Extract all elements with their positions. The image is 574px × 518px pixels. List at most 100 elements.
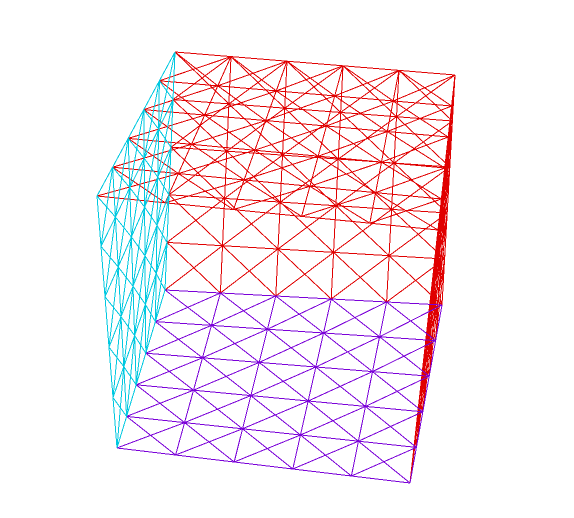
- top-face-diagonal: [204, 114, 256, 151]
- back-face-grid-line: [172, 99, 453, 122]
- back-face-diagonal: [228, 60, 288, 105]
- top-face-diagonal: [112, 143, 192, 168]
- left-face-grid-line: [116, 289, 166, 449]
- bottom-face-diagonal: [379, 304, 443, 338]
- back-face-grid-line: [330, 65, 344, 300]
- bottom-face-grid-line: [126, 415, 417, 448]
- left-face-grid-line: [143, 109, 147, 354]
- bottom-face-diagonal: [292, 440, 359, 470]
- top-face-diagonal: [191, 120, 266, 145]
- top-face-diagonal: [254, 149, 311, 187]
- left-face-diagonal: [156, 225, 168, 243]
- top-face-grid-line: [301, 65, 344, 217]
- bottom-face-grid-line: [136, 384, 423, 413]
- back-face-grid-line: [166, 241, 445, 260]
- bottom-face-diagonal: [365, 406, 417, 448]
- back-face-diagonal: [164, 245, 223, 291]
- top-face-grid-line: [232, 61, 288, 210]
- top-face-diagonal: [375, 167, 445, 194]
- top-face-diagonal: [191, 143, 245, 181]
- back-face-diagonal: [277, 205, 337, 250]
- bottom-face-grid-line: [292, 298, 332, 470]
- bottom-face-diagonal: [379, 336, 430, 377]
- back-face-diagonal: [166, 198, 225, 243]
- bottom-face-diagonal: [175, 428, 243, 456]
- left-face-diagonal: [123, 366, 137, 386]
- top-face-diagonal: [243, 155, 319, 181]
- right-face-diagonal: [444, 199, 448, 214]
- right-face-diagonal: [430, 280, 433, 299]
- back-face-diagonal: [282, 111, 341, 156]
- bottom-face-grid-line: [350, 301, 388, 477]
- top-face-grid-line: [159, 80, 452, 107]
- top-face-diagonal: [326, 100, 394, 127]
- top-face-diagonal: [387, 105, 452, 132]
- top-face-diagonal: [342, 65, 394, 102]
- left-face-grid-line: [108, 194, 170, 348]
- bottom-face-diagonal: [184, 395, 251, 424]
- back-face-diagonal: [275, 252, 334, 297]
- top-face-diagonal: [334, 95, 388, 132]
- bottom-face-diagonal: [300, 434, 352, 477]
- left-face-diagonal: [100, 246, 119, 268]
- left-face-diagonal: [144, 304, 156, 322]
- left-face-diagonal: [120, 316, 136, 336]
- bottom-face-diagonal: [300, 405, 366, 436]
- bottom-face-grid-line: [409, 304, 443, 484]
- bottom-face-diagonal: [155, 292, 221, 323]
- left-face-diagonal: [115, 216, 132, 238]
- back-face-diagonal: [340, 69, 400, 113]
- top-face-diagonal: [317, 155, 376, 194]
- left-face-diagonal: [158, 128, 172, 148]
- top-face-diagonal: [309, 185, 371, 224]
- bottom-face-diagonal: [372, 340, 436, 373]
- back-face-mesh: [164, 51, 456, 306]
- left-face-diagonal: [127, 138, 145, 159]
- back-face-diagonal: [388, 212, 448, 257]
- top-face-diagonal: [159, 56, 232, 82]
- left-face-diagonal: [112, 397, 128, 417]
- bottom-face-diagonal: [145, 324, 212, 354]
- bottom-face-diagonal: [250, 366, 317, 397]
- right-face-diagonal: [415, 432, 417, 448]
- left-face-grid-line: [127, 138, 137, 385]
- top-face-grid-line: [164, 56, 232, 204]
- top-face-diagonal: [96, 173, 179, 197]
- right-face-diagonal: [431, 314, 434, 329]
- bottom-face-diagonal: [202, 328, 268, 359]
- top-face-diagonal: [276, 65, 344, 92]
- top-face-diagonal: [301, 192, 376, 217]
- left-face-diagonal: [143, 158, 159, 178]
- bottom-face-grid-line: [155, 321, 436, 342]
- bottom-face-diagonal: [258, 362, 309, 402]
- top-face-diagonal: [174, 51, 219, 87]
- top-face-diagonal: [265, 95, 335, 122]
- left-face-grid-line: [100, 99, 174, 247]
- top-face-diagonal: [217, 60, 288, 87]
- top-face-grid-line: [174, 51, 456, 76]
- left-face-diagonal: [104, 296, 122, 318]
- back-face-diagonal: [330, 255, 390, 300]
- top-face-diagonal: [143, 85, 218, 111]
- bottom-face-diagonal: [242, 400, 309, 430]
- right-face-diagonal: [426, 362, 430, 377]
- left-face-diagonal: [134, 335, 147, 354]
- back-face-diagonal: [220, 248, 279, 294]
- bottom-face-grid-line: [164, 289, 443, 306]
- top-face-diagonal: [165, 179, 245, 204]
- top-face-diagonal: [326, 125, 382, 163]
- bottom-face-diagonal: [258, 332, 324, 363]
- back-face-diagonal: [391, 166, 451, 210]
- top-face-diagonal: [178, 149, 255, 175]
- right-face-diagonal: [438, 293, 443, 306]
- back-face-diagonal: [222, 201, 281, 247]
- top-face-diagonal: [381, 161, 442, 200]
- left-face-diagonal: [96, 195, 116, 218]
- back-face-diagonal: [280, 158, 339, 203]
- bottom-face-grid-line: [145, 352, 430, 377]
- bottom-face-diagonal: [155, 321, 203, 359]
- left-face-diagonal: [157, 176, 170, 196]
- back-face-diagonal: [168, 150, 228, 196]
- bottom-face-grid-line: [175, 292, 221, 456]
